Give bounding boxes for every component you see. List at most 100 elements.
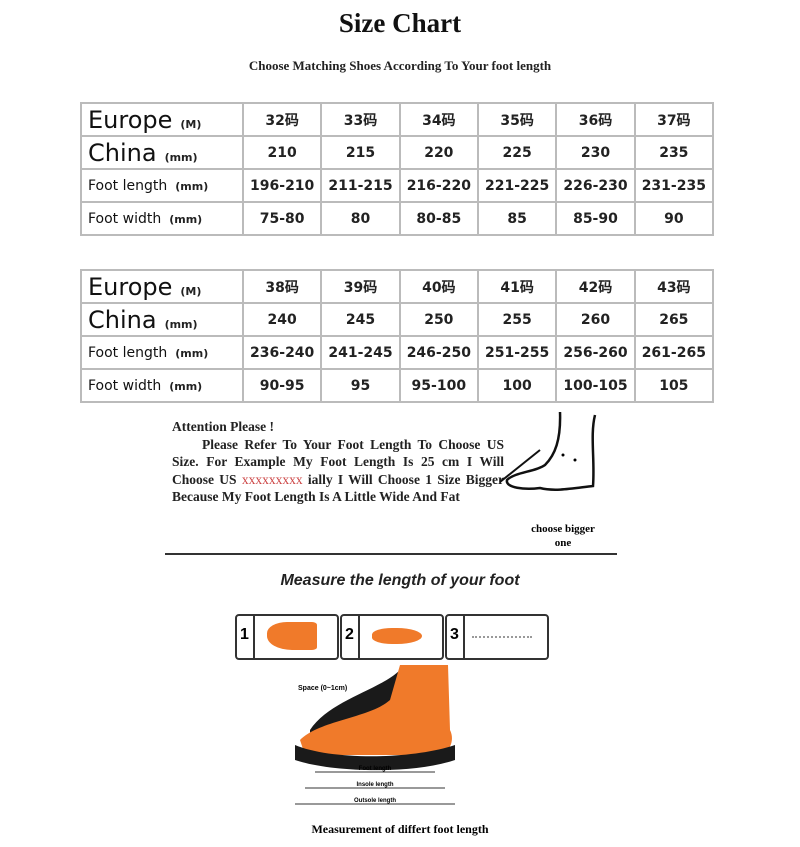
size-cell: 35码 (476, 102, 558, 137)
size-cell: 220 (398, 135, 479, 170)
size-cell: 37码 (633, 102, 715, 137)
size-cell: 236-240 (241, 335, 323, 370)
unit-label: (mm) (169, 379, 203, 393)
measure-step-2: 2 (340, 614, 444, 660)
foot-shape (300, 665, 452, 755)
measure-step-1: 1 (235, 614, 339, 660)
size-table-1: Europe (M) 32码 33码 34码 35码 36码 37码 China (mm) 210 2… (80, 102, 715, 236)
size-cell: 221-225 (476, 168, 558, 203)
row-label-text: China (88, 305, 157, 334)
size-cell: 43码 (633, 269, 715, 304)
size-cell: 32码 (241, 102, 323, 137)
table-row: Europe (M) 38码 39码 40码 41码 42码 43码 (80, 269, 715, 304)
size-cell: 42码 (555, 269, 636, 304)
size-cell: 215 (320, 135, 401, 170)
space-label: Space (0~1cm) (298, 685, 347, 692)
row-label: Foot length (mm) (80, 335, 244, 370)
attention-note: Attention Please ! Please Refer To Your … (172, 418, 504, 506)
row-label: Foot width (mm) (80, 368, 244, 403)
size-cell: 85 (476, 201, 558, 236)
row-label: Foot width (mm) (80, 201, 244, 236)
row-label-text: Foot length (88, 177, 168, 194)
row-label-text: Foot width (88, 210, 162, 227)
size-cell: 210 (241, 135, 323, 170)
size-cell: 231-235 (633, 168, 715, 203)
outsole-length-label: Outsole length (354, 798, 396, 804)
shoe-foot-diagram: Space (0~1cm) Foot length Insole length … (295, 665, 455, 805)
size-cell: 80-85 (398, 201, 479, 236)
size-cell: 256-260 (555, 335, 636, 370)
size-cell: 90 (633, 201, 715, 236)
size-cell: 38码 (241, 269, 323, 304)
attention-heading: Attention Please ! (172, 419, 274, 434)
size-cell: 216-220 (398, 168, 479, 203)
row-label: China (mm) (80, 135, 244, 170)
step-number: 3 (450, 626, 459, 643)
table-row: Foot width (mm) 75-80 80 80-85 85 85-90 90 (80, 201, 715, 236)
redacted-text: xxxxxxxxx (241, 471, 303, 487)
attention-text: Please Refer To Your Foot Length To Choo… (172, 436, 504, 487)
size-table-2: Europe (M) 38码 39码 40码 41码 42码 43码 China (mm) 240 2… (80, 269, 715, 403)
row-label: Europe (M) (80, 269, 244, 304)
size-cell: 36码 (555, 102, 636, 137)
size-cell: 100 (476, 368, 558, 403)
table-row: Europe (M) 32码 33码 34码 35码 36码 37码 (80, 102, 715, 137)
page-title: Size Chart (338, 8, 462, 38)
size-cell: 240 (241, 302, 323, 337)
table-row: Foot width (mm) 90-95 95 95-100 100 100-105 105 (80, 368, 715, 403)
size-cell: 246-250 (398, 335, 479, 370)
size-cell: 255 (476, 302, 558, 337)
size-cell: 241-245 (320, 335, 401, 370)
size-cell: 196-210 (241, 168, 323, 203)
foot-sketch-icon (499, 411, 597, 491)
size-cell: 39码 (320, 269, 401, 304)
foot-length-label: Foot length (359, 766, 392, 772)
size-cell: 226-230 (555, 168, 636, 203)
row-label: Foot length (mm) (80, 168, 244, 203)
foot-icon (267, 622, 317, 650)
row-label-text: China (88, 138, 157, 167)
row-label-text: Foot length (88, 344, 168, 361)
unit-label: (mm) (164, 317, 198, 331)
size-cell: 41码 (476, 269, 558, 304)
size-cell: 90-95 (241, 368, 323, 403)
size-cell: 95 (320, 368, 401, 403)
table-row: China (mm) 240 245 250 255 260 265 (80, 302, 715, 337)
attention-text-2: ially I Will Choose 1 Size Bigger Becaus… (172, 471, 504, 505)
row-label-text: Europe (88, 272, 173, 301)
insole-length-label: Insole length (356, 782, 393, 788)
size-cell: 75-80 (241, 201, 323, 236)
diagram-caption: Measurement of differt foot length (311, 822, 489, 836)
size-cell: 261-265 (633, 335, 715, 370)
size-cell: 95-100 (398, 368, 479, 403)
unit-label: (mm) (175, 346, 209, 360)
unit-label: (mm) (175, 179, 209, 193)
row-label-text: Europe (88, 105, 173, 134)
row-label-text: Foot width (88, 377, 162, 394)
step-number: 1 (240, 626, 249, 643)
choose-bigger-label: choose bigger one (531, 523, 595, 549)
measure-title: Measure the length of your foot (280, 572, 520, 589)
foot-icon (372, 628, 422, 644)
size-cell: 245 (320, 302, 401, 337)
size-cell: 100-105 (555, 368, 636, 403)
size-cell: 211-215 (320, 168, 401, 203)
size-cell: 105 (633, 368, 715, 403)
table-row: Foot length (mm) 196-210 211-215 216-220 221-… (80, 168, 715, 203)
unit-label: (M) (180, 117, 202, 131)
measure-step-3: 3 (445, 614, 549, 660)
size-cell: 85-90 (555, 201, 636, 236)
table-row: China (mm) 210 215 220 225 230 235 (80, 135, 715, 170)
unit-label: (M) (180, 284, 202, 298)
table-row: Foot length (mm) 236-240 241-245 246-250 251-… (80, 335, 715, 370)
step-number: 2 (345, 626, 354, 643)
size-cell: 251-255 (476, 335, 558, 370)
size-cell: 80 (320, 201, 401, 236)
size-cell: 34码 (398, 102, 479, 137)
size-cell: 260 (555, 302, 636, 337)
size-cell: 225 (476, 135, 558, 170)
size-cell: 33码 (320, 102, 401, 137)
size-cell: 250 (398, 302, 479, 337)
divider (165, 553, 617, 555)
